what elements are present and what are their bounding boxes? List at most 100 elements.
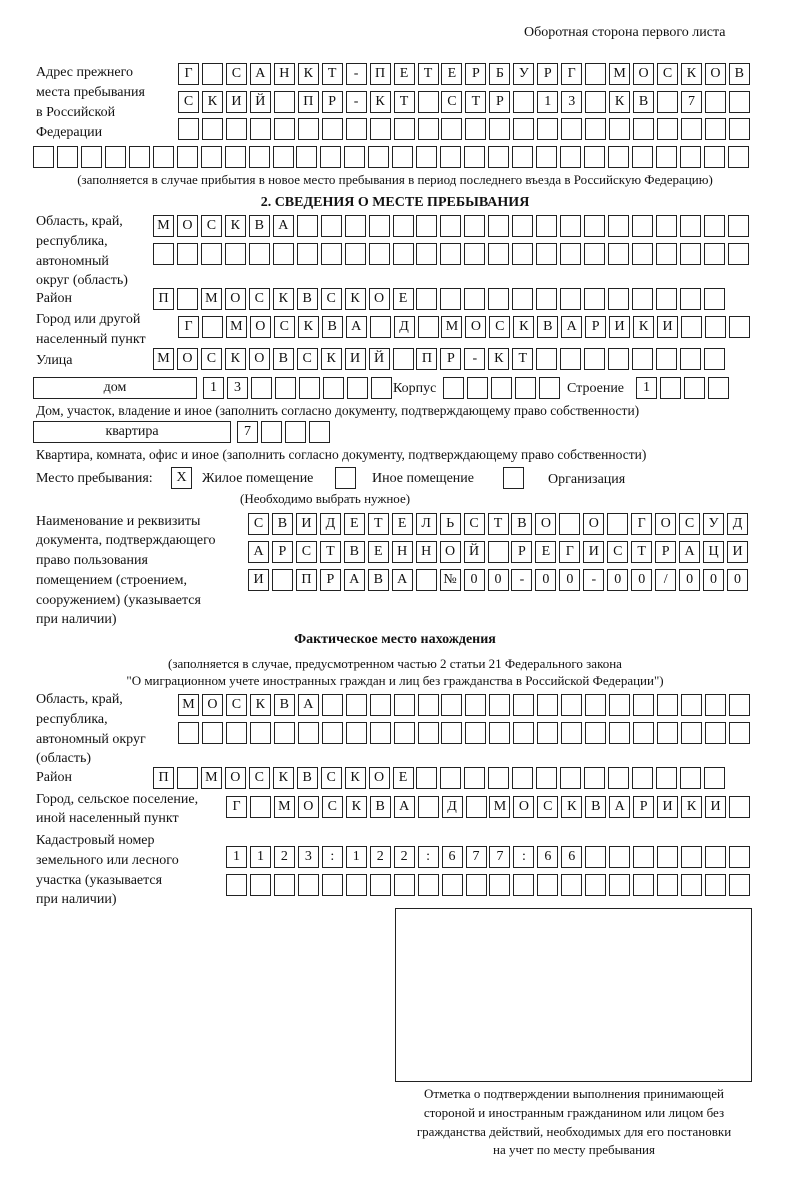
char-cell[interactable] [704, 722, 726, 744]
char-cell[interactable]: 6 [537, 846, 559, 868]
char-cell[interactable] [466, 377, 488, 399]
char-cell[interactable] [369, 118, 391, 140]
char-cell[interactable]: И [705, 796, 726, 818]
char-cell[interactable]: Е [393, 63, 415, 85]
char-cell[interactable]: 3 [226, 377, 248, 399]
char-cell[interactable]: В [343, 541, 365, 563]
char-cell[interactable] [633, 118, 655, 140]
char-cell[interactable] [296, 146, 318, 168]
char-cell[interactable]: У [703, 513, 725, 535]
char-cell[interactable]: Й [463, 541, 485, 563]
checkbox-other-premises[interactable] [335, 467, 356, 489]
char-cell[interactable] [417, 91, 439, 113]
char-cell[interactable]: - [345, 63, 367, 85]
char-cell[interactable]: 0 [607, 569, 629, 591]
char-cell[interactable] [585, 846, 607, 868]
char-cell[interactable] [369, 316, 391, 338]
char-cell[interactable] [489, 874, 511, 896]
char-cell[interactable] [655, 767, 677, 789]
char-cell[interactable]: Т [319, 541, 341, 563]
char-cell[interactable] [490, 377, 512, 399]
char-cell[interactable]: О [368, 288, 390, 310]
char-cell[interactable] [443, 377, 464, 399]
char-cell[interactable]: К [633, 316, 655, 338]
char-cell[interactable] [284, 421, 306, 443]
char-cell[interactable] [298, 377, 320, 399]
char-cell[interactable]: - [511, 569, 533, 591]
char-cell[interactable]: В [633, 91, 655, 113]
char-cell[interactable] [344, 215, 366, 237]
char-cell[interactable] [308, 421, 330, 443]
char-cell[interactable] [464, 215, 486, 237]
char-cell[interactable]: 7 [680, 91, 702, 113]
char-cell[interactable]: С [295, 541, 317, 563]
char-cell[interactable] [655, 348, 677, 370]
char-cell[interactable]: С [320, 767, 342, 789]
char-cell[interactable] [201, 63, 223, 85]
char-cell[interactable] [248, 146, 270, 168]
char-cell[interactable]: Р [537, 63, 559, 85]
char-cell[interactable] [583, 146, 605, 168]
char-cell[interactable] [705, 874, 726, 896]
char-cell[interactable] [609, 846, 631, 868]
char-cell[interactable]: К [297, 316, 319, 338]
char-cell[interactable]: М [441, 316, 463, 338]
char-cell[interactable] [561, 722, 583, 744]
char-cell[interactable] [489, 118, 511, 140]
char-cell[interactable]: О [249, 316, 271, 338]
char-cell[interactable]: Г [178, 63, 199, 85]
char-cell[interactable]: О [176, 215, 198, 237]
char-cell[interactable]: С [321, 796, 343, 818]
char-cell[interactable]: К [609, 91, 631, 113]
char-cell[interactable]: О [297, 796, 319, 818]
char-cell[interactable] [633, 722, 655, 744]
char-cell[interactable] [416, 767, 438, 789]
char-cell[interactable]: М [178, 694, 199, 716]
char-cell[interactable]: - [345, 91, 367, 113]
char-cell[interactable] [416, 243, 438, 265]
char-cell[interactable] [632, 348, 653, 370]
char-cell[interactable]: О [465, 316, 487, 338]
char-cell[interactable]: А [679, 541, 701, 563]
char-cell[interactable] [536, 348, 558, 370]
char-cell[interactable] [250, 377, 272, 399]
char-cell[interactable] [679, 146, 701, 168]
char-cell[interactable] [559, 146, 581, 168]
char-cell[interactable] [56, 146, 78, 168]
char-cell[interactable] [393, 694, 415, 716]
char-cell[interactable] [465, 874, 487, 896]
char-cell[interactable] [321, 118, 343, 140]
char-cell[interactable] [728, 118, 750, 140]
char-cell[interactable]: О [633, 63, 655, 85]
char-cell[interactable] [417, 694, 439, 716]
char-cell[interactable] [683, 377, 705, 399]
char-cell[interactable]: 6 [561, 846, 583, 868]
char-cell[interactable]: О [439, 541, 461, 563]
char-cell[interactable] [321, 722, 343, 744]
char-cell[interactable]: Г [559, 541, 581, 563]
char-cell[interactable] [392, 215, 414, 237]
char-cell[interactable] [536, 288, 558, 310]
char-cell[interactable]: 1 [537, 91, 559, 113]
char-cell[interactable]: О [248, 348, 270, 370]
char-cell[interactable] [272, 146, 294, 168]
char-cell[interactable]: К [513, 316, 535, 338]
char-cell[interactable]: П [369, 63, 391, 85]
char-cell[interactable]: Г [226, 796, 247, 818]
char-cell[interactable]: С [657, 63, 678, 85]
char-cell[interactable]: 2 [369, 846, 391, 868]
char-cell[interactable]: Р [271, 541, 293, 563]
char-cell[interactable] [488, 243, 510, 265]
char-cell[interactable] [273, 91, 295, 113]
char-cell[interactable] [392, 243, 414, 265]
char-cell[interactable]: Й [249, 91, 271, 113]
char-cell[interactable] [489, 722, 511, 744]
char-cell[interactable] [368, 215, 390, 237]
char-cell[interactable]: 6 [441, 846, 463, 868]
char-cell[interactable]: Т [487, 513, 509, 535]
char-cell[interactable] [201, 722, 223, 744]
char-cell[interactable]: С [248, 513, 269, 535]
char-cell[interactable]: С [320, 288, 342, 310]
char-cell[interactable]: О [704, 63, 726, 85]
char-cell[interactable]: В [511, 513, 533, 535]
